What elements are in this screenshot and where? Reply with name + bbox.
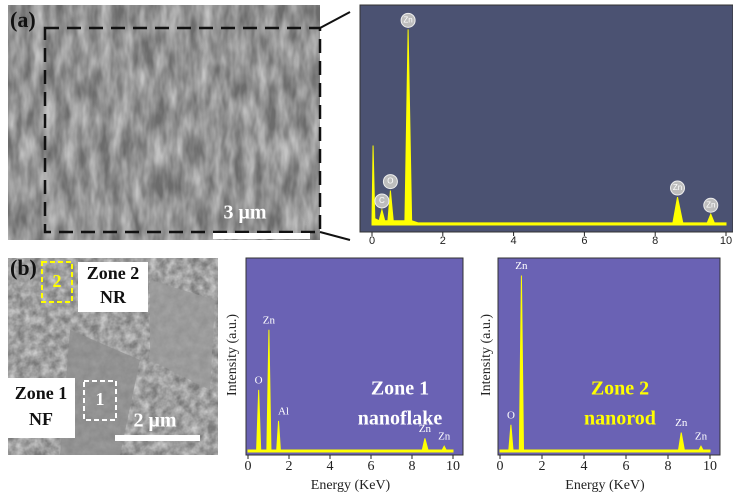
x-tick-label: 10 (446, 459, 460, 474)
x-tick-label: 8 (665, 459, 672, 474)
peak-label: C (379, 196, 385, 205)
x-axis-label: Energy (KeV) (565, 478, 645, 493)
y-axis-label: Intensity (a.u.) (479, 314, 494, 396)
peak-label: Zn (673, 183, 682, 192)
x-tick-label: 8 (409, 459, 416, 474)
x-tick-label: 2 (440, 235, 446, 247)
x-tick-label: 10 (720, 235, 732, 247)
zone-name: Zone 1 (15, 383, 68, 403)
peak-label: O (507, 409, 515, 421)
annotation: nanoflake (358, 408, 443, 430)
zone-name: Zone 2 (87, 263, 140, 283)
peak-label: O (255, 374, 263, 386)
x-tick-label: 6 (623, 459, 630, 474)
y-axis-label: Intensity (a.u.) (225, 314, 240, 396)
peak-label: Zn (675, 417, 688, 429)
x-tick-label: 10 (703, 459, 717, 474)
figure: (a) 3 μm (b) 2 Zone 2 NR 1 Zone 1 NF 2 μ… (0, 0, 733, 497)
peak-label: O (387, 177, 393, 186)
x-tick-label: 0 (369, 235, 375, 247)
peak-label: Zn (263, 314, 276, 326)
sem-texture (8, 5, 320, 240)
x-tick-label: 0 (245, 459, 252, 474)
x-tick-label: 4 (581, 459, 588, 474)
x-tick-label: 0 (497, 459, 504, 474)
annotation: nanorod (584, 408, 656, 430)
annotation: Zone 2 (591, 378, 649, 400)
connector (320, 232, 350, 240)
peak-label: Zn (438, 431, 451, 443)
x-tick-label: 4 (327, 459, 334, 474)
x-tick-label: 6 (368, 459, 375, 474)
x-tick-label: 2 (539, 459, 546, 474)
peak-label: Al (278, 405, 289, 417)
scale-text: 2 μm (134, 410, 177, 432)
peak-label: Zn (695, 431, 708, 443)
peak-label: Zn (706, 200, 715, 209)
scale-bar (213, 233, 310, 239)
scale-text: 3 μm (224, 202, 267, 224)
scale-bar (115, 435, 200, 441)
x-tick-label: 4 (511, 235, 517, 247)
zone-marker: 1 (96, 389, 105, 409)
x-tick-label: 6 (581, 235, 587, 247)
zone-marker: 2 (53, 271, 62, 291)
zone-type: NR (100, 287, 127, 307)
x-tick-label: 8 (652, 235, 658, 247)
panel-label: (b) (10, 255, 37, 280)
peak-label: Zn (403, 15, 412, 24)
peak-label: Zn (515, 260, 528, 272)
x-axis-label: Energy (KeV) (311, 478, 391, 493)
panel-label: (a) (10, 7, 36, 32)
x-tick-label: 2 (286, 459, 293, 474)
annotation: Zone 1 (371, 378, 429, 400)
zone-type: NF (29, 409, 53, 429)
connector (320, 12, 350, 28)
